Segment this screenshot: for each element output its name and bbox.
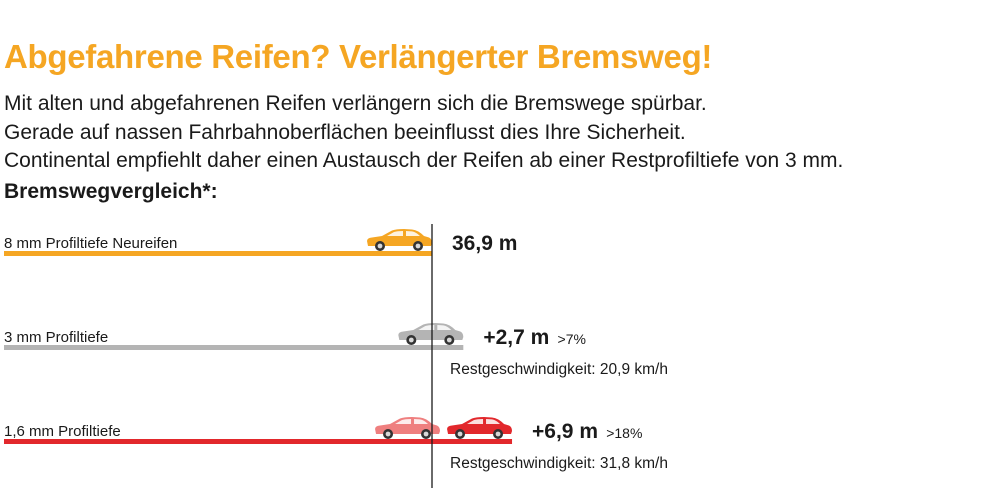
car-icon [367, 229, 432, 251]
page-title: Abgefahrene Reifen? Verlängerter Bremswe… [4, 38, 713, 75]
value-label: 36,9 m [452, 232, 517, 255]
value-label: +2,7 m [483, 326, 549, 349]
car-icon [447, 417, 513, 439]
category-label: 1,6 mm Profiltiefe [4, 423, 121, 440]
category-label: 8 mm Profiltiefe Neureifen [4, 235, 177, 252]
value-label: +6,9 m [532, 420, 598, 443]
bar [4, 345, 464, 350]
car-icon [375, 417, 441, 439]
percent-label: >18% [606, 425, 642, 441]
bar [4, 251, 432, 256]
intro-line: Mit alten und abgefahrenen Reifen verlän… [4, 92, 707, 115]
bar [4, 439, 513, 444]
intro-text: Mit alten und abgefahrenen Reifen verlän… [4, 90, 843, 176]
intro-line: Continental empfiehlt daher einen Austau… [4, 149, 844, 172]
speed-label: Restgeschwindigkeit: 31,8 km/h [450, 455, 668, 472]
category-label: 3 mm Profiltiefe [4, 329, 108, 346]
car-icon [398, 323, 464, 345]
speed-label: Restgeschwindigkeit: 20,9 km/h [450, 361, 668, 378]
percent-label: >7% [558, 331, 586, 347]
intro-line: Gerade auf nassen Fahrbahnoberflächen be… [4, 120, 686, 144]
chart-subtitle: Bremswegvergleich*: [4, 180, 218, 203]
